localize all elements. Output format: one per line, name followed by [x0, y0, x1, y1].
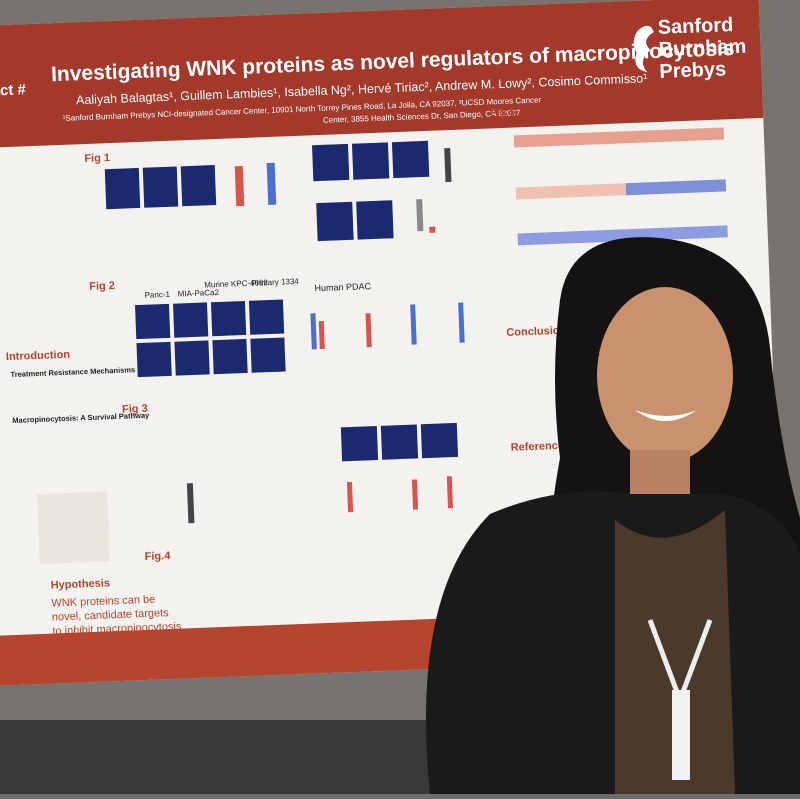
decor-bar [346, 481, 354, 513]
decor-bar [429, 226, 436, 233]
section-heading: References [511, 440, 571, 454]
decor-bar [266, 162, 277, 205]
micrographs [104, 140, 459, 462]
cell-line: Murine KPC-4662 [204, 278, 268, 289]
poster-header [0, 0, 764, 149]
corner-text: act # [0, 81, 27, 99]
logo-mark [633, 25, 654, 73]
heatmap [513, 127, 725, 148]
shirt [615, 510, 735, 794]
decor-bar [444, 147, 452, 183]
figure-label: Fig.4 [144, 550, 171, 563]
person [426, 237, 800, 794]
micrograph [212, 338, 248, 375]
micrograph [136, 341, 172, 378]
decor-bar [365, 313, 372, 348]
hypothesis-text: WNK proteins can be [51, 594, 155, 610]
micrograph [420, 422, 459, 459]
figure-label: Fig 1 [84, 152, 110, 165]
bar-charts [186, 147, 465, 524]
decor-bar [310, 313, 317, 350]
micrograph [104, 167, 141, 210]
micrograph [380, 424, 419, 460]
micrograph [248, 299, 285, 335]
heatmap [517, 225, 728, 246]
fringe [590, 267, 720, 330]
micrograph [340, 425, 379, 462]
micrograph [311, 143, 350, 182]
micrograph [351, 142, 390, 180]
section-heading: Introduction [6, 349, 71, 363]
badge [672, 690, 690, 780]
decor-bar [318, 320, 325, 350]
smile [635, 410, 697, 421]
micrograph [356, 200, 394, 240]
micrograph [142, 166, 179, 208]
illustration [37, 491, 110, 565]
decor-bar [186, 483, 195, 524]
micrograph [391, 140, 430, 179]
decor-bar [410, 304, 417, 345]
micrograph [210, 300, 247, 337]
heatmaps [513, 127, 728, 246]
cell-line: MIA-PaCa2 [177, 288, 219, 299]
section-heading: Conclusions [506, 324, 572, 339]
micrograph [316, 201, 354, 242]
micrograph [250, 337, 286, 373]
figure-label: Fig 5 [490, 106, 516, 119]
decor-bar [458, 302, 465, 343]
micrograph [172, 302, 209, 338]
micrograph [174, 340, 210, 376]
face [597, 287, 733, 463]
logo-text: Prebys [659, 58, 727, 83]
hypothesis-text: to inhibit macropinocytosis. [52, 621, 184, 638]
cell-line: Panc-1 [144, 290, 170, 300]
cardigan [426, 491, 800, 794]
poster: act # Investigating WNK proteins as nove… [0, 0, 784, 686]
micrograph [180, 165, 217, 207]
micrograph [135, 303, 171, 340]
cell-line: Primary 1334 [251, 277, 299, 288]
heatmap [625, 179, 727, 196]
decor-bar [234, 165, 245, 207]
decor-bar [411, 479, 419, 510]
hypothesis-text: novel, candidate targets [52, 607, 170, 623]
logo-text: Sanford [657, 14, 733, 39]
figure-label: Fig 2 [89, 280, 115, 293]
panel-label: Human PDAC [314, 281, 371, 293]
section-heading: Hypothesis [50, 577, 110, 591]
decor-bar [446, 476, 454, 509]
decor-bar [416, 199, 424, 232]
logo-text: Burnham [658, 36, 747, 61]
figure-label: Fig 3 [122, 403, 148, 416]
